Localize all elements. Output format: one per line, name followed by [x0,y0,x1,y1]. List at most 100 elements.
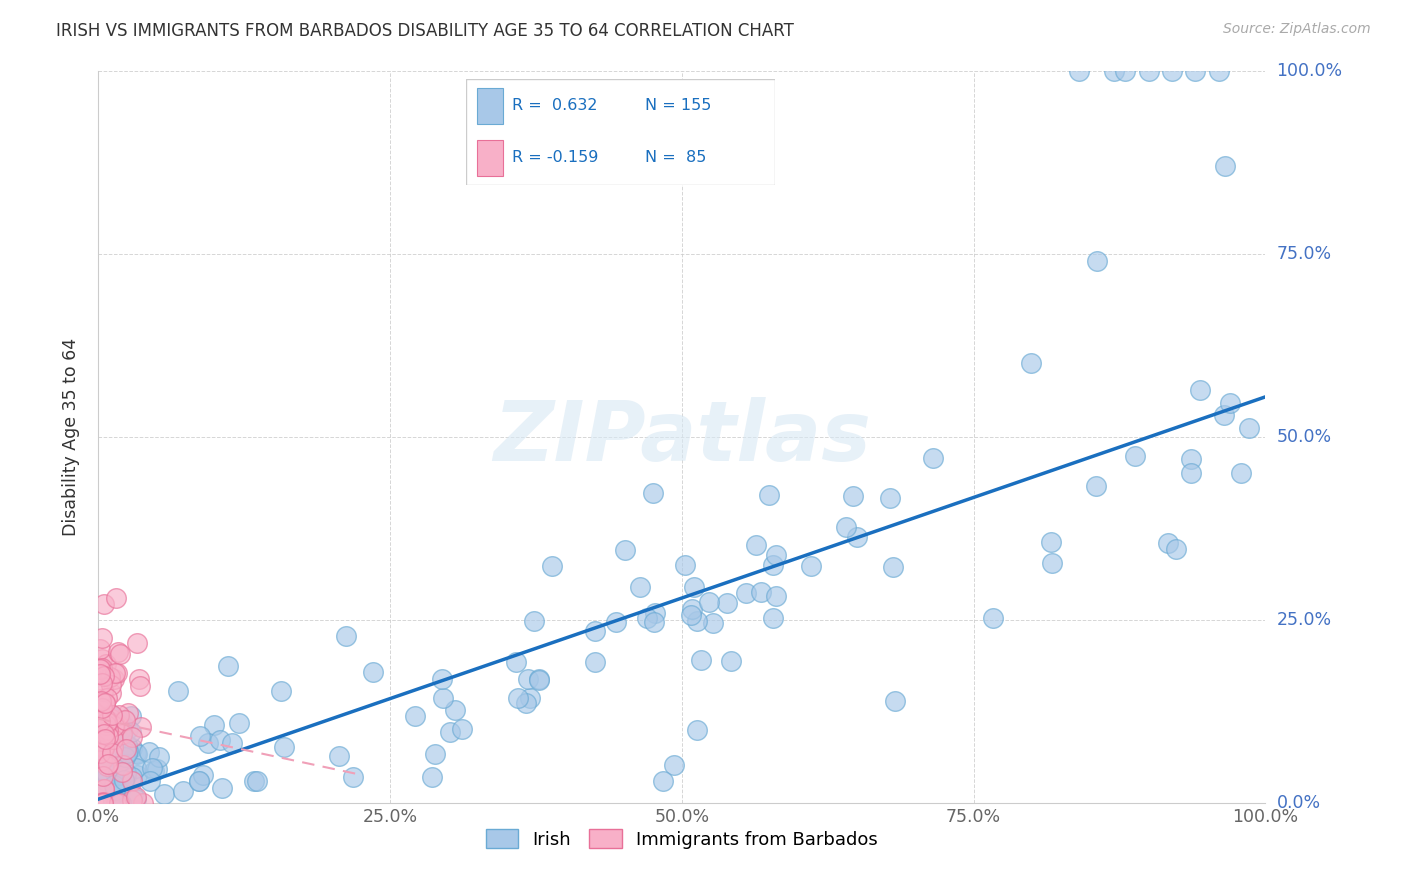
Point [644,606,666,620]
Point [190,729,212,743]
Point [221,736,243,750]
Point [90,735,112,749]
Point [636,611,658,625]
Point [98,747,121,762]
Point [94,764,117,779]
Point [529,672,551,686]
Point [1157,536,1180,550]
Legend: Irish, Immigrants from Barbados: Irish, Immigrants from Barbados [478,822,886,856]
Point [1085,479,1108,493]
Point [89,743,111,757]
Point [90,662,112,676]
Point [104,765,127,780]
Point [89,692,111,706]
Point [111,757,134,772]
Point [107,764,129,779]
Point [101,739,124,754]
Point [100,709,122,723]
Point [96,691,118,706]
Point [117,744,139,758]
Point [90,700,112,714]
Point [91,796,114,810]
Point [108,648,131,662]
Point [762,558,785,572]
Point [983,611,1005,625]
Point [94,695,117,709]
Text: 100.0%: 100.0% [1277,62,1343,80]
Point [96,768,118,782]
Point [100,708,122,723]
Point [673,558,696,573]
Point [921,451,943,466]
Text: Source: ZipAtlas.com: Source: ZipAtlas.com [1223,22,1371,37]
Point [89,667,111,681]
Point [270,683,292,698]
Point [98,714,121,729]
Point [697,595,720,609]
Point [104,761,127,775]
Point [115,769,138,783]
Point [1161,64,1184,78]
Point [735,586,758,600]
Point [90,796,112,810]
Point [103,721,125,735]
Text: 25.0%: 25.0% [1277,611,1331,629]
Point [439,724,461,739]
Point [125,792,148,806]
Point [98,670,121,684]
Point [273,739,295,754]
Point [100,707,122,722]
Point [172,784,194,798]
Point [107,645,129,659]
Point [508,691,530,706]
Point [107,767,129,781]
Point [404,708,426,723]
Point [93,781,115,796]
Point [720,654,742,668]
Point [108,723,131,737]
Point [142,764,165,779]
Point [191,768,214,782]
Point [104,796,127,810]
Point [122,789,145,803]
Point [690,653,713,667]
Point [91,714,114,728]
Point [228,716,250,731]
Point [91,652,114,666]
Point [519,690,541,705]
Point [1230,466,1253,480]
Point [443,703,465,717]
Point [1164,541,1187,556]
Point [94,733,117,747]
Point [94,718,117,732]
Point [90,631,112,645]
Point [100,678,122,692]
Point [683,580,706,594]
Point [98,711,121,725]
Point [93,747,115,761]
Point [131,721,153,735]
Point [125,761,148,775]
Point [103,735,125,749]
Point [96,759,118,773]
Point [90,722,112,736]
Point [1067,64,1090,78]
Point [117,722,139,736]
Point [104,591,127,605]
Point [423,747,446,762]
Text: 50.0%: 50.0% [1277,428,1331,446]
Point [146,762,169,776]
Point [749,585,772,599]
Point [605,615,627,630]
Point [101,746,124,760]
Point [115,766,138,780]
Point [96,714,118,729]
Point [91,722,114,736]
Point [107,774,129,789]
Point [124,746,146,760]
Point [121,773,143,788]
Point [152,787,174,801]
Point [91,753,114,767]
Point [90,718,112,732]
Point [93,739,115,753]
